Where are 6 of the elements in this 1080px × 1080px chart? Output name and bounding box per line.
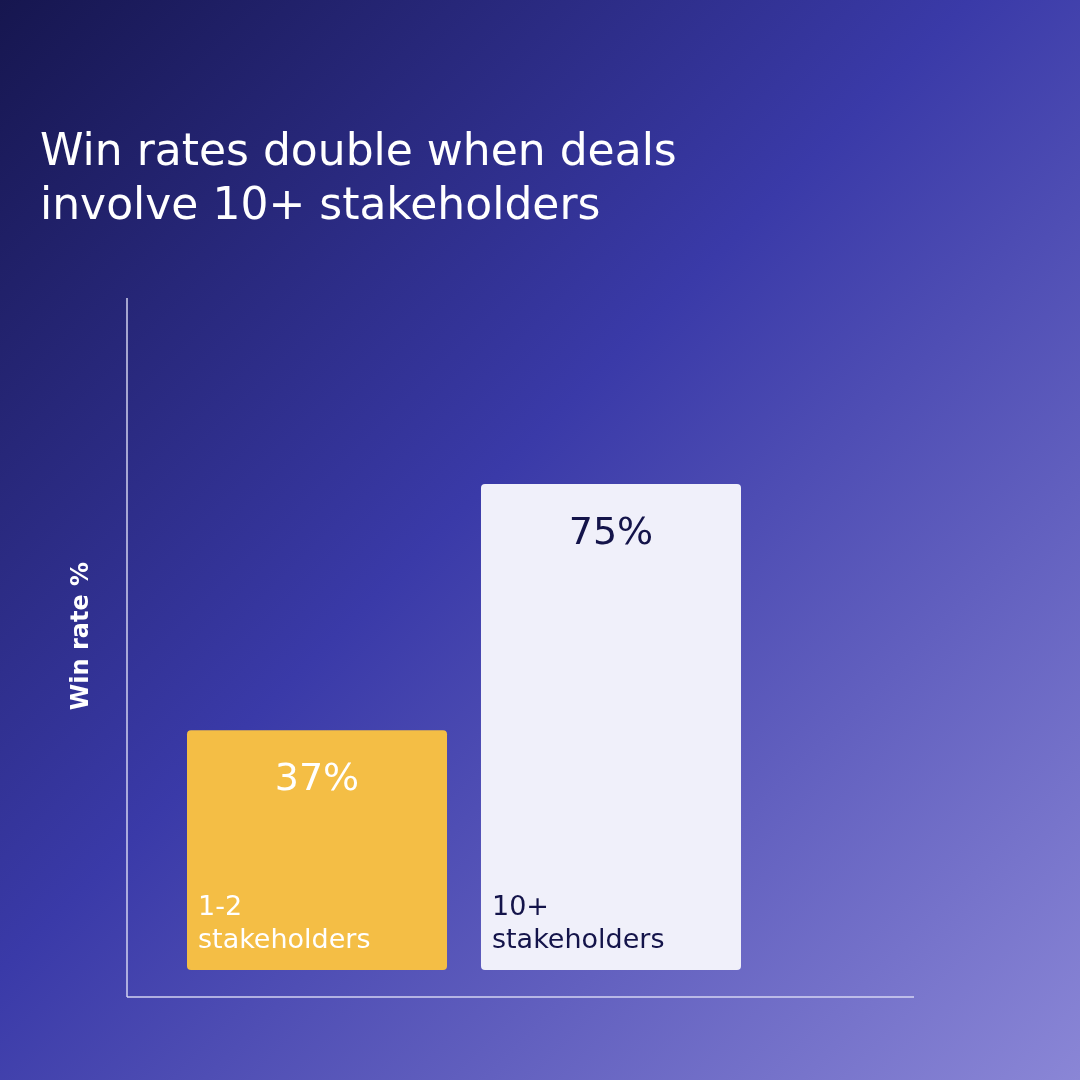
x-tick-label: 10+ stakeholders [491, 890, 665, 954]
data-label: 37% [274, 755, 360, 800]
data-label: 75% [568, 509, 654, 554]
y-axis-title: Win rate % [66, 561, 94, 711]
x-tick-label: 1-2 stakeholders [198, 890, 371, 954]
chart-title: Win rates double when deals involve 10+ stakeholders [40, 124, 677, 229]
